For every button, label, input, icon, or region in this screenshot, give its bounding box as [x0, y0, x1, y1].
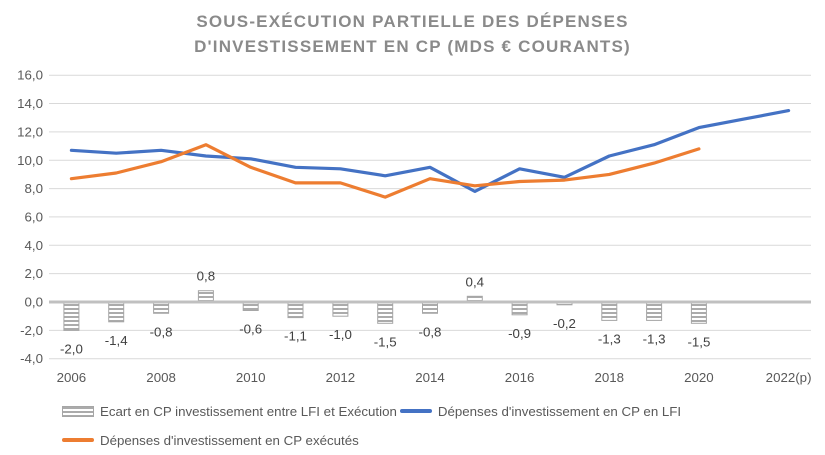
y-axis-tick-label: 4,0 [25, 238, 44, 253]
ecart-data-label: -2,0 [60, 341, 83, 356]
x-axis-tick-label: 2018 [595, 370, 625, 385]
legend-item-exec: Dépenses d'investissement en CP exécutés [62, 433, 359, 448]
ecart-data-label: -1,5 [687, 334, 710, 349]
ecart-data-label: -0,6 [239, 322, 262, 337]
ecart-bar [601, 301, 618, 321]
ecart-data-label: -1,3 [598, 331, 621, 346]
ecart-data-label: -1,5 [374, 334, 397, 349]
x-axis-tick-label: 2014 [415, 370, 445, 385]
ecart-data-label: -0,8 [150, 324, 173, 339]
chart-title-line1: SOUS-EXÉCUTION PARTIELLE DES DÉPENSES [196, 12, 629, 31]
ecart-data-label: -0,8 [419, 324, 442, 339]
legend-item-ecart: Ecart en CP investissement entre LFI et … [62, 404, 397, 419]
y-axis-tick-label: -4,0 [20, 351, 43, 366]
legend-item-lfi: Dépenses d'investissement en CP en LFI [399, 403, 682, 419]
ecart-data-label: -0,2 [553, 316, 576, 331]
legend-label-exec: Dépenses d'investissement en CP exécutés [100, 432, 359, 448]
ecart-bar [108, 301, 125, 323]
ecart-bar-swatch-icon [62, 405, 94, 417]
ecart-bar [332, 301, 349, 317]
ecart-bar [287, 301, 304, 319]
gridlines [49, 74, 811, 360]
x-axis-tick-label: 2010 [236, 370, 266, 385]
lfi-line-swatch-icon [399, 409, 432, 413]
y-axis-tick-label: 0,0 [25, 295, 44, 310]
ecart-bars [63, 290, 707, 331]
y-axis-tick-label: -2,0 [20, 323, 43, 338]
ecart-data-label: -1,1 [284, 329, 307, 344]
y-axis-tick-label: 2,0 [25, 266, 44, 281]
ecart-data-label: -1,4 [105, 333, 128, 348]
ecart-bar [422, 301, 438, 314]
chart-title: SOUS-EXÉCUTION PARTIELLE DES DÉPENSES D'… [0, 9, 825, 59]
legend: Ecart en CP investissement entre LFI et … [62, 403, 681, 455]
legend-label-ecart: Ecart en CP investissement entre LFI et … [100, 403, 397, 419]
y-axis-tick-label: 8,0 [25, 181, 44, 196]
ecart-data-label: 0,8 [197, 269, 216, 284]
x-axis-tick-label: 2016 [505, 370, 535, 385]
ecart-data-label: -1,3 [643, 331, 666, 346]
y-axis-tick-label: 10,0 [17, 153, 43, 168]
ecart-bar [63, 301, 80, 331]
x-axis-tick-label: 2022(p) [766, 370, 812, 385]
ecart-bar [153, 301, 170, 314]
legend-row-2: Dépenses d'investissement en CP exécutés [62, 432, 681, 448]
ecart-bar [646, 301, 663, 321]
legend-label-lfi: Dépenses d'investissement en CP en LFI [437, 403, 682, 419]
exec-line-swatch-icon [62, 438, 94, 442]
lfi-line [69, 108, 791, 193]
x-axis-tick-label: 2020 [684, 370, 714, 385]
ecart-bar [197, 290, 214, 303]
exec-line [69, 143, 701, 199]
x-axis-tick-label: 2006 [57, 370, 87, 385]
x-axis-tick-label: 2008 [146, 370, 176, 385]
y-axis-tick-label: 16,0 [17, 68, 43, 83]
chart-title-line2: D'INVESTISSEMENT EN CP (MDS € COURANTS) [194, 37, 631, 56]
x-axis-tick-label: 2012 [326, 370, 356, 385]
ecart-data-label: -1,0 [329, 327, 352, 342]
ecart-bar [511, 301, 528, 316]
y-axis-tick-label: 14,0 [17, 96, 43, 111]
y-axis-tick-label: 6,0 [25, 209, 44, 224]
ecart-bar [690, 301, 707, 324]
ecart-data-label: -0,9 [508, 326, 531, 341]
ecart-data-label: 0,4 [466, 274, 485, 289]
legend-row-1: Ecart en CP investissement entre LFI et … [62, 403, 681, 419]
y-axis-tick-label: 12,0 [17, 124, 43, 139]
ecart-bar [377, 301, 394, 324]
